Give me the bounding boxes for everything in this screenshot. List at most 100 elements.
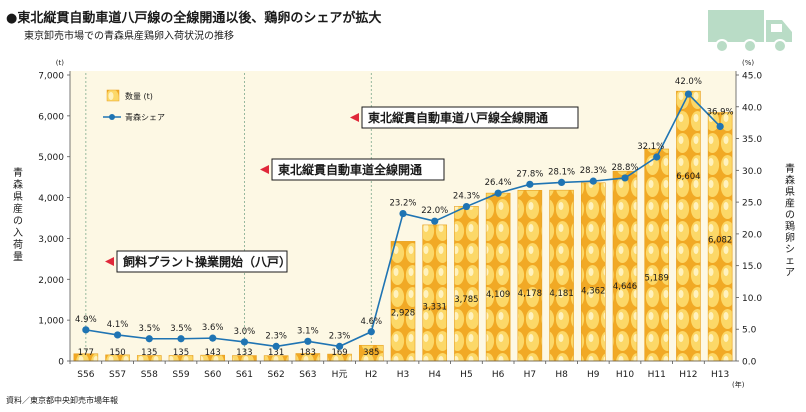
share-point: [335, 342, 344, 350]
annotations: 飼料プラント操業開始（八戸） 東北縦貫自動車道全線開通 東北縦貫自動車道八戸線全線開…: [105, 106, 579, 273]
x-tick-label: H4: [428, 370, 441, 380]
right-tick-label: 30.0: [742, 167, 762, 177]
x-tick-label: S61: [236, 370, 253, 380]
right-axis-label-char: 産: [785, 197, 795, 210]
x-tick-label: H2: [365, 370, 378, 380]
share-point: [494, 189, 502, 197]
x-axis: S56 S57 S58 S59 S60 S61 S62 S63 H元 H2 H3 H4 H5 H6 H7 H8…: [69, 360, 745, 389]
share-point: [621, 174, 629, 182]
bar: [485, 192, 511, 362]
bar-value-label: 385: [363, 348, 379, 358]
bar: [454, 206, 479, 362]
bar-value-label: 2,928: [391, 309, 415, 319]
share-value-label: 36.9%: [707, 107, 734, 117]
share-point: [82, 326, 90, 334]
right-tick-label: 40.0: [742, 103, 762, 113]
share-value-label: 4.6%: [360, 317, 382, 327]
x-tick-label: H11: [648, 370, 666, 380]
share-value-label: 3.6%: [202, 323, 224, 333]
share-point: [589, 177, 597, 185]
share-value-label: 2.3%: [265, 331, 287, 341]
share-point: [399, 209, 407, 218]
share-value-label: 27.8%: [516, 169, 543, 179]
annotation: 東北縦貫自動車道全線開通: [260, 158, 445, 181]
bar: [517, 189, 543, 362]
x-tick-label: H7: [524, 370, 537, 380]
bar-value-label: 177: [78, 348, 94, 358]
x-tick-label: S60: [204, 370, 221, 380]
x-tick-label: S62: [268, 370, 285, 380]
x-tick-label: S63: [299, 370, 316, 380]
bar: [422, 224, 448, 362]
x-tick-label: H8: [555, 370, 568, 380]
bar-value-label: 169: [331, 348, 347, 358]
bar: [390, 241, 416, 362]
x-axis-unit: (年): [732, 380, 745, 389]
share-value-label: 3.0%: [234, 327, 256, 337]
bar-value-label: 4,362: [581, 286, 605, 296]
share-point: [272, 342, 280, 350]
left-tick-label: 5,000: [38, 153, 64, 163]
right-axis-label-char: ア: [785, 268, 795, 279]
bar-value-label: 4,109: [486, 290, 510, 300]
x-tick-label: S58: [141, 370, 158, 380]
legend: 数量 (t) 青森シェア: [103, 89, 165, 122]
left-tick-label: 7,000: [38, 72, 64, 82]
right-tick-label: 35.0: [742, 135, 762, 145]
share-value-label: 28.3%: [580, 166, 607, 176]
share-point: [209, 334, 217, 342]
right-axis-label-char: ェ: [785, 256, 795, 267]
right-tick-label: 10.0: [742, 294, 762, 304]
bar-value-label: 135: [141, 348, 157, 358]
bar: [676, 90, 701, 362]
page-title: ●東北縦貫自動車道八戸線の全線開通以後、鶏卵のシェアが拡大: [6, 11, 382, 26]
right-tick-label: 0.0: [742, 358, 757, 368]
right-tick-label: 15.0: [742, 262, 762, 272]
annotation-text: 東北縦貫自動車道全線開通: [278, 162, 422, 177]
left-axis-label-char: 青: [13, 166, 23, 179]
share-line-series: 4.9% 4.1% 3.5% 3.5% 3.6% 3.0% 2.3% 3.1% 2.3% 4.6%…: [75, 77, 734, 350]
x-tick-label: H9: [587, 370, 600, 380]
share-value-label: 28.1%: [548, 167, 575, 177]
bar: [612, 170, 638, 362]
x-tick-label: H5: [460, 370, 473, 380]
legend-line-marker: [109, 114, 115, 120]
annotation-marker-icon: [350, 113, 359, 122]
bar-value-label: 3,331: [423, 302, 447, 312]
annotation-text: 飼料プラント操業開始（八戸）: [122, 254, 291, 269]
legend-line-label: 青森シェア: [125, 112, 165, 122]
annotation-marker-icon: [105, 257, 114, 266]
x-tick-label: S59: [172, 370, 189, 380]
share-point: [367, 328, 375, 336]
share-point: [462, 202, 471, 211]
truck-icon: [708, 10, 792, 53]
share-point: [431, 217, 439, 225]
share-value-label: 22.0%: [421, 206, 448, 216]
share-value-label: 26.4%: [485, 178, 512, 188]
annotation: 飼料プラント操業開始（八戸）: [105, 250, 291, 273]
x-tick-label: S57: [109, 370, 126, 380]
bar-series: [73, 90, 733, 362]
egg-bar-icon: [106, 89, 120, 102]
share-value-label: 24.3%: [453, 192, 480, 202]
share-value-label: 42.0%: [675, 77, 702, 87]
left-tick-label: 6,000: [38, 112, 64, 122]
share-value-label: 23.2%: [389, 199, 416, 209]
share-value-label: 4.9%: [75, 315, 97, 325]
chart-subtitle: 東京卸売市場での青森県産鶏卵入荷状況の推移: [24, 31, 234, 42]
share-point: [716, 122, 724, 131]
left-tick-label: 2,000: [38, 276, 64, 286]
bar-value-label: 135: [173, 348, 189, 358]
bar-value-label: 6,604: [676, 172, 700, 182]
left-axis-label-char: 荷: [13, 239, 23, 251]
share-point: [557, 178, 566, 187]
share-point: [653, 153, 661, 161]
left-axis-label-char: 森: [13, 178, 23, 191]
left-axis-label-char: の: [13, 216, 23, 227]
left-axis-label-char: 入: [13, 228, 23, 239]
left-tick-label: 1,000: [38, 317, 64, 327]
x-tick-label: H13: [711, 370, 729, 380]
bar-value-label: 183: [300, 348, 316, 358]
annotation: 東北縦貫自動車道八戸線全線開通: [350, 106, 579, 129]
right-axis-unit: (%): [742, 59, 754, 67]
